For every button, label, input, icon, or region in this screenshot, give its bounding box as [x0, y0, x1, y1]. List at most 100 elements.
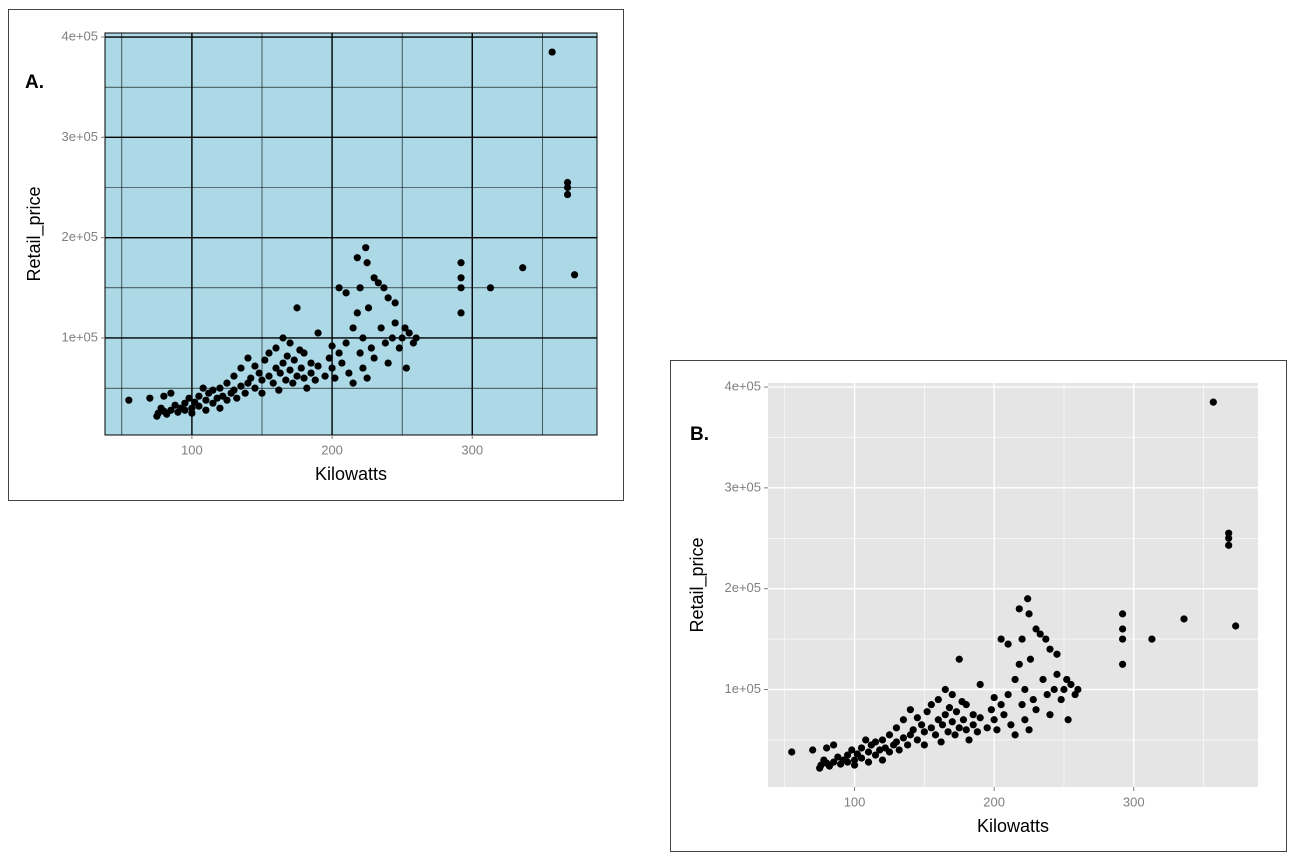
point — [955, 724, 963, 732]
point — [457, 284, 465, 292]
point — [788, 748, 796, 756]
point — [962, 726, 970, 734]
point — [195, 402, 203, 410]
point — [864, 758, 873, 766]
point — [570, 271, 579, 279]
point — [948, 718, 956, 726]
point — [983, 724, 991, 732]
point — [843, 758, 852, 766]
point — [349, 379, 357, 387]
point — [213, 394, 221, 402]
point — [391, 319, 399, 327]
point — [969, 711, 977, 719]
point — [1225, 529, 1233, 537]
y-tick-label: 2e+05 — [724, 580, 761, 595]
point — [934, 695, 942, 704]
y-tick-label: 4e+05 — [724, 378, 761, 393]
point — [314, 362, 322, 370]
point — [990, 716, 998, 724]
point — [181, 406, 189, 414]
point — [258, 376, 266, 384]
point — [952, 708, 961, 716]
point — [965, 736, 973, 744]
point — [286, 366, 294, 374]
y-axis-title: Retail_price — [24, 186, 45, 281]
point — [1036, 630, 1044, 638]
point — [195, 392, 203, 400]
point — [349, 324, 357, 332]
point — [380, 284, 388, 292]
point — [381, 339, 389, 347]
point — [188, 409, 196, 417]
point — [314, 329, 322, 337]
point — [1029, 695, 1037, 704]
point — [345, 369, 353, 377]
point — [1057, 695, 1065, 704]
point — [997, 635, 1005, 643]
point — [944, 728, 952, 736]
point — [1118, 625, 1127, 633]
point — [951, 731, 959, 739]
chart-panel: 100 200 300 1e+05 2e+05 3e+05 4e+05 Kilowatts Re… — [8, 9, 624, 501]
point — [823, 744, 831, 752]
point — [1015, 605, 1023, 613]
point — [1004, 690, 1012, 699]
point — [384, 294, 392, 302]
point — [188, 404, 196, 412]
point — [395, 344, 403, 352]
point — [809, 746, 817, 754]
point — [370, 274, 378, 282]
point — [917, 721, 926, 729]
point — [181, 399, 189, 407]
point — [251, 362, 259, 370]
point — [356, 349, 364, 357]
point — [1118, 660, 1127, 668]
point — [1042, 635, 1050, 643]
point — [325, 354, 333, 362]
plot-background — [768, 383, 1258, 787]
point — [202, 396, 210, 404]
point — [857, 754, 866, 762]
point — [167, 406, 175, 414]
point — [486, 284, 495, 292]
point — [237, 382, 245, 390]
point — [997, 701, 1005, 709]
point — [1007, 721, 1015, 729]
point — [1232, 622, 1240, 630]
point — [374, 279, 382, 287]
point — [272, 364, 280, 372]
point — [962, 701, 970, 709]
point — [1015, 660, 1023, 668]
point — [338, 359, 346, 367]
point — [388, 334, 396, 342]
y-tick-label: 1e+05 — [61, 329, 98, 344]
point — [363, 259, 371, 267]
point — [1053, 650, 1061, 658]
point — [1043, 690, 1051, 699]
point — [1060, 685, 1068, 694]
point — [938, 721, 947, 729]
point — [1021, 716, 1029, 724]
point — [945, 704, 954, 712]
x-tick-label: 300 — [1123, 794, 1145, 809]
point — [920, 728, 928, 736]
y-tick-label: 3e+05 — [724, 479, 761, 494]
point — [125, 396, 133, 404]
point — [850, 756, 859, 764]
point — [913, 714, 921, 722]
point — [300, 349, 308, 357]
point — [391, 299, 399, 307]
plot-background — [104, 32, 598, 436]
point — [311, 376, 319, 384]
point — [300, 374, 308, 382]
point — [959, 716, 968, 724]
point — [548, 48, 556, 56]
point — [363, 374, 371, 382]
point — [377, 324, 385, 332]
chart-panel: 100 200 300 1e+05 2e+05 3e+05 4e+05 Kilowatts Re… — [670, 360, 1287, 852]
point — [146, 394, 154, 402]
point — [848, 746, 856, 754]
point — [1011, 675, 1019, 684]
point — [286, 339, 294, 347]
panel-label: B. — [690, 424, 709, 445]
